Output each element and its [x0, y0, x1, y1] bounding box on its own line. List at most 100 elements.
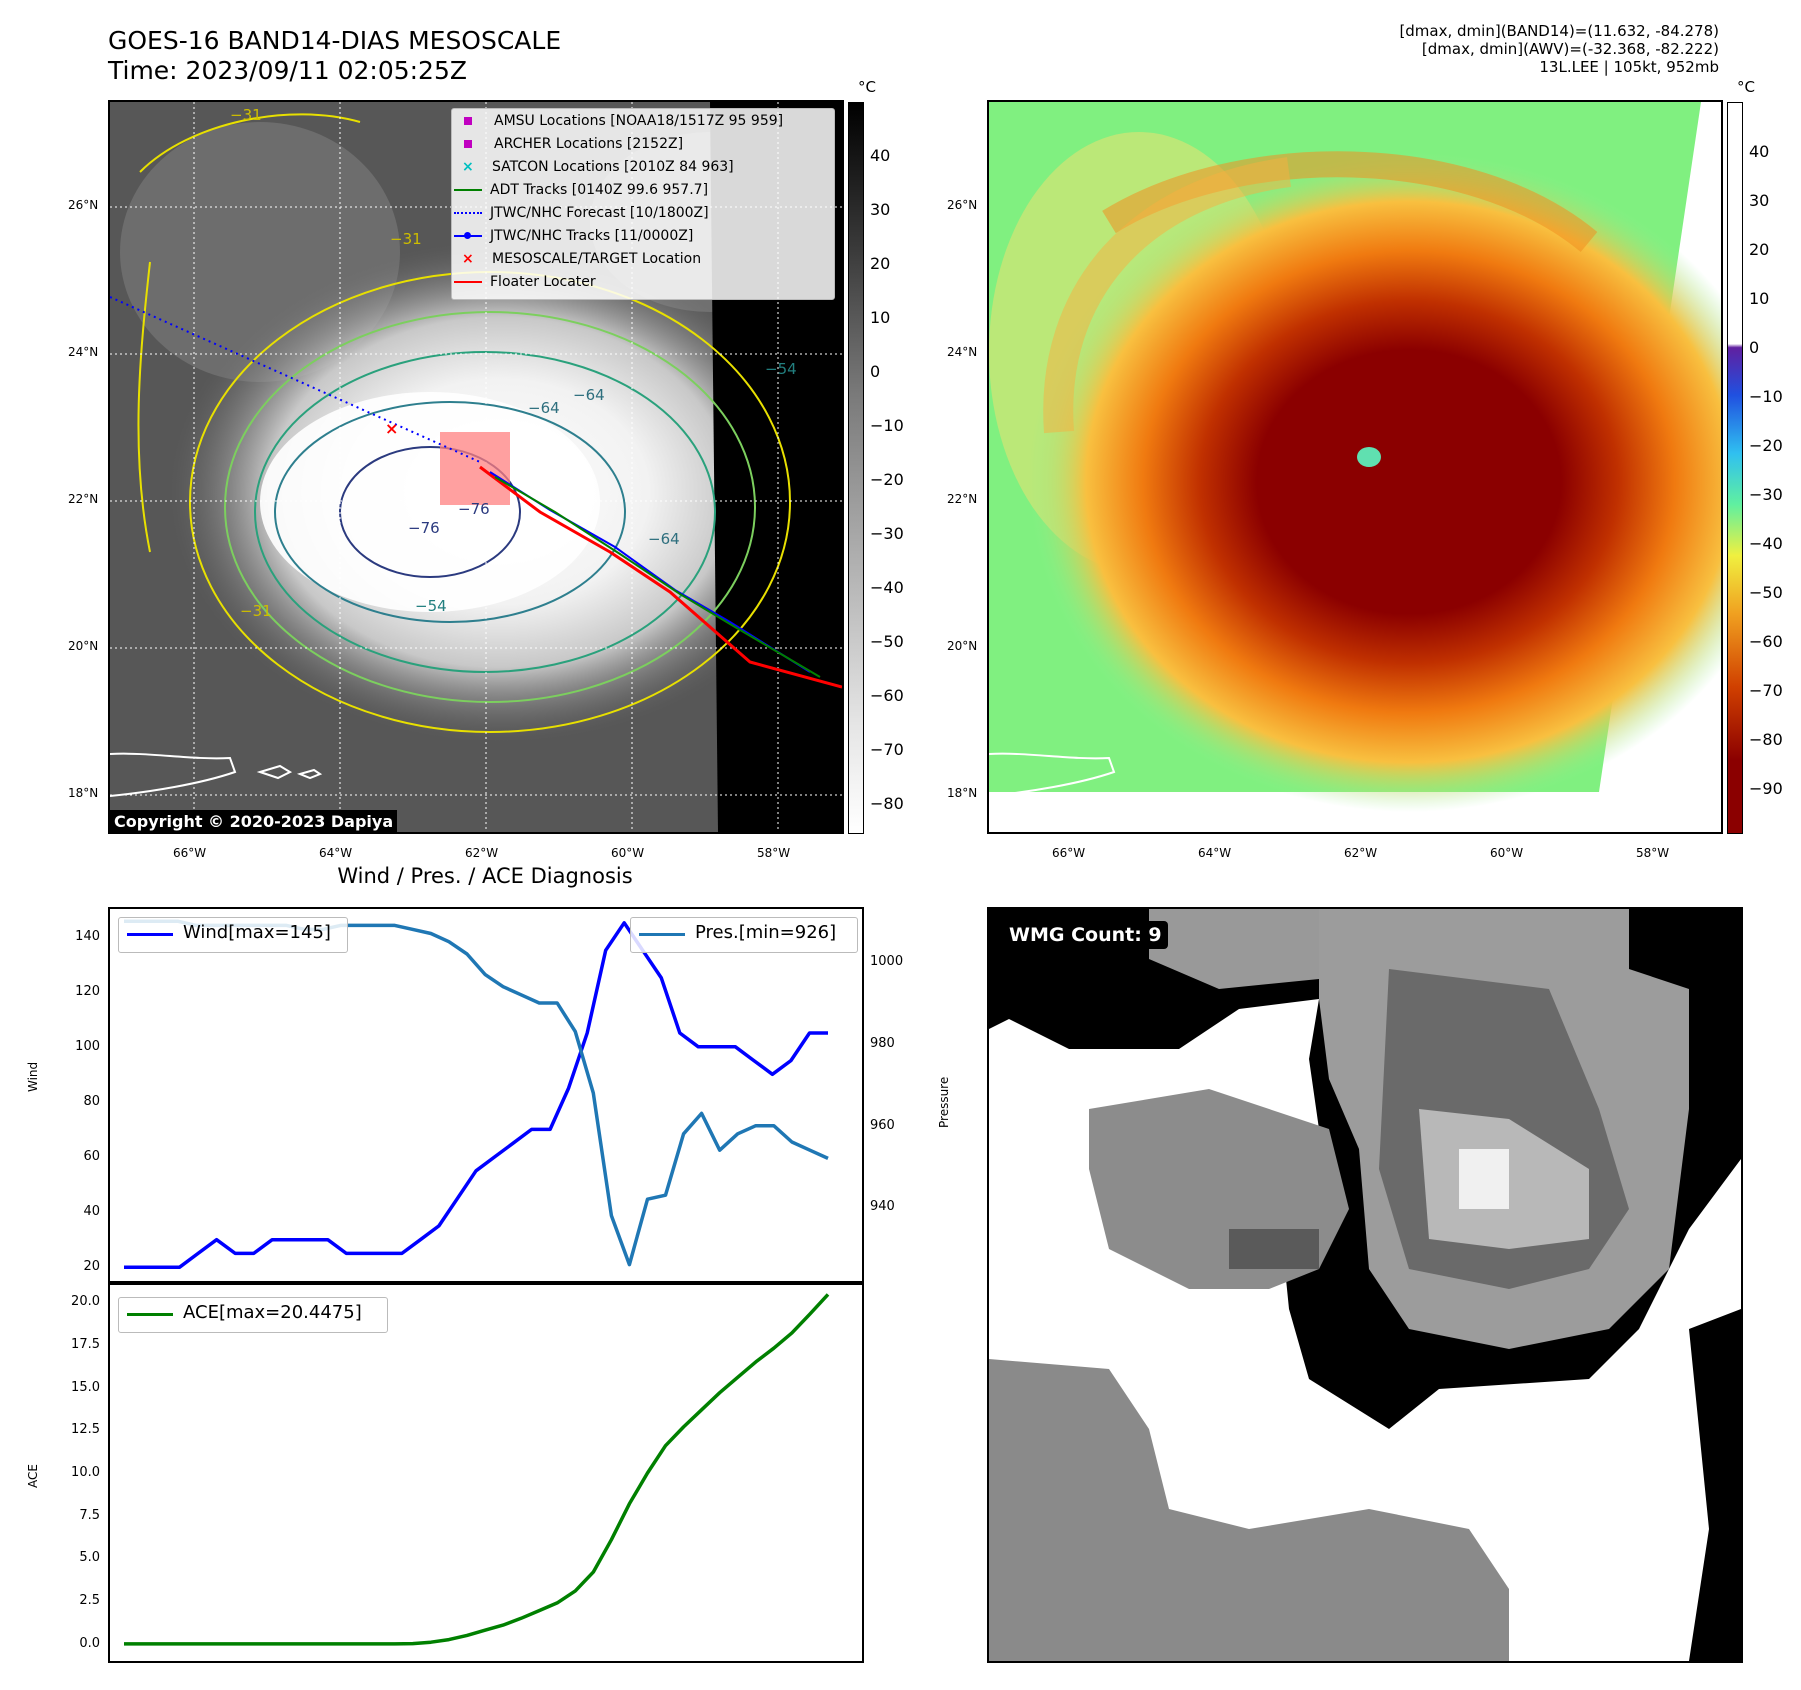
colorbar-tick: −20	[1749, 436, 1783, 455]
colorbar-tick: −30	[870, 524, 904, 543]
axis-tick-label: 2.5	[79, 1593, 100, 1609]
wind-axis-label: Wind	[26, 1061, 40, 1092]
lon-label: 66°W	[173, 846, 207, 860]
axis-tick-label: 940	[870, 1199, 895, 1215]
square-marker-icon	[464, 140, 472, 148]
wind-legend: Wind[max=145]	[118, 917, 348, 953]
colorbar-tick: 30	[1749, 191, 1770, 210]
colorbar-tick: 40	[1749, 142, 1770, 161]
axis-tick-label: 0.0	[79, 1635, 100, 1651]
ace-plot	[124, 1293, 830, 1646]
contour-label: −64	[648, 530, 680, 548]
axis-tick-label: 100	[75, 1038, 100, 1054]
pressure-legend: Pres.[min=926]	[630, 917, 858, 953]
legend-label: JTWC/NHC Forecast [10/1800Z]	[490, 205, 709, 221]
pressure-legend-label: Pres.[min=926]	[695, 922, 837, 943]
awv-colorbar-unit: °C	[1737, 78, 1755, 96]
wind-line-icon	[127, 933, 173, 936]
legend-label: ADT Tracks [0140Z 99.6 957.7]	[490, 182, 709, 198]
axis-tick-label: 120	[75, 983, 100, 999]
ace-line-icon	[127, 1313, 173, 1316]
ace-legend-label: ACE[max=20.4475]	[183, 1302, 362, 1323]
contour-label: −64	[528, 399, 560, 417]
colorbar-tick: 40	[870, 146, 891, 165]
stats-line-2: [dmax, dmin](AWV)=(-32.368, -82.222)	[1421, 40, 1719, 58]
colorbar-tick: 30	[870, 200, 891, 219]
axis-tick-label: 5.0	[79, 1550, 100, 1566]
colorbar-tick: −50	[1749, 583, 1783, 602]
legend-label: AMSU Locations [NOAA18/1517Z 95 959]	[494, 113, 784, 129]
stats-line-3: 13L.LEE | 105kt, 952mb	[1539, 58, 1719, 76]
pressure-line-icon	[639, 933, 685, 936]
legend-forecast: JTWC/NHC Forecast [10/1800Z]	[454, 205, 709, 221]
legend-label: MESOSCALE/TARGET Location	[492, 251, 702, 267]
contour-label: −54	[415, 597, 447, 615]
stats-block: [dmax, dmin](BAND14)=(11.632, -84.278) […	[1399, 22, 1719, 76]
ace-legend: ACE[max=20.4475]	[118, 1297, 388, 1333]
colorbar-tick: −70	[870, 740, 904, 759]
colorbar-tick: −80	[1749, 730, 1783, 749]
ir-colorbar-unit: °C	[858, 78, 876, 96]
legend-satcon: × SATCON Locations [2010Z 84 963]	[462, 159, 734, 175]
ir-legend: AMSU Locations [NOAA18/1517Z 95 959] ARC…	[451, 108, 835, 300]
title-line-2: Time: 2023/09/11 02:05:25Z	[108, 56, 467, 85]
colorbar-tick: −60	[870, 686, 904, 705]
legend-label: Floater Locater	[490, 274, 596, 290]
colorbar-tick: −30	[1749, 485, 1783, 504]
wind-pressure-plot	[124, 919, 829, 1269]
pressure-axis-label: Pressure	[937, 1076, 951, 1128]
colorbar-tick: 10	[870, 308, 891, 327]
wmg-count-badge: WMG Count: 9	[1003, 921, 1168, 949]
contour-label: −31	[240, 602, 272, 620]
axis-tick-label: 980	[870, 1035, 895, 1051]
legend-tracks: JTWC/NHC Tracks [11/0000Z]	[454, 228, 693, 244]
legend-label: JTWC/NHC Tracks [11/0000Z]	[490, 228, 694, 244]
legend-floater: Floater Locater	[454, 274, 596, 290]
axis-tick-label: 7.5	[79, 1507, 100, 1523]
dotted-line-icon	[454, 212, 482, 214]
axis-tick-label: 20.0	[71, 1294, 100, 1310]
legend-target: × MESOSCALE/TARGET Location	[462, 251, 701, 267]
colorbar-tick: 10	[1749, 289, 1770, 308]
x-marker-icon: ×	[462, 159, 474, 175]
axis-tick-label: 12.5	[71, 1422, 100, 1438]
lat-label: 26°N	[947, 198, 978, 212]
lat-label: 18°N	[947, 786, 978, 800]
ace-axis-label: ACE	[26, 1464, 40, 1488]
legend-amsu: AMSU Locations [NOAA18/1517Z 95 959]	[464, 113, 783, 129]
lon-label: 58°W	[757, 846, 791, 860]
colorbar-tick: −70	[1749, 681, 1783, 700]
axis-tick-label: 960	[870, 1117, 895, 1133]
legend-adt: ADT Tracks [0140Z 99.6 957.7]	[454, 182, 708, 198]
axis-tick-label: 1000	[870, 954, 904, 970]
lon-label: 60°W	[611, 846, 645, 860]
diagnosis-title: Wind / Pres. / ACE Diagnosis	[337, 864, 633, 888]
lon-label: 60°W	[1490, 846, 1524, 860]
colorbar-tick: −40	[870, 578, 904, 597]
awv-colorbar	[1727, 102, 1743, 834]
contour-label: −54	[765, 360, 797, 378]
lon-label: 58°W	[1636, 846, 1670, 860]
wind-pressure-chart: Wind[max=145] Pres.[min=926]	[108, 907, 864, 1283]
x-marker-icon: ×	[462, 251, 474, 267]
line-dot-icon	[454, 232, 482, 239]
colorbar-tick: 20	[1749, 240, 1770, 259]
lat-label: 22°N	[68, 492, 99, 506]
pressure-series-line	[124, 919, 829, 1267]
colorbar-tick: −10	[1749, 387, 1783, 406]
axis-tick-label: 80	[83, 1093, 100, 1109]
lon-label: 66°W	[1052, 846, 1086, 860]
ir-colorbar	[848, 102, 864, 834]
colorbar-tick: −20	[870, 470, 904, 489]
lat-label: 22°N	[947, 492, 978, 506]
legend-label: SATCON Locations [2010Z 84 963]	[492, 159, 734, 175]
lon-label: 62°W	[465, 846, 499, 860]
axis-tick-label: 60	[83, 1149, 100, 1164]
axis-tick-label: 10.0	[71, 1465, 100, 1480]
line-marker-icon	[454, 189, 482, 191]
svg-text:×: ×	[385, 419, 398, 438]
legend-label: ARCHER Locations [2152Z]	[494, 136, 684, 152]
colorbar-tick: 20	[870, 254, 891, 273]
axis-tick-label: 20	[83, 1259, 100, 1275]
colorbar-tick: −60	[1749, 632, 1783, 651]
